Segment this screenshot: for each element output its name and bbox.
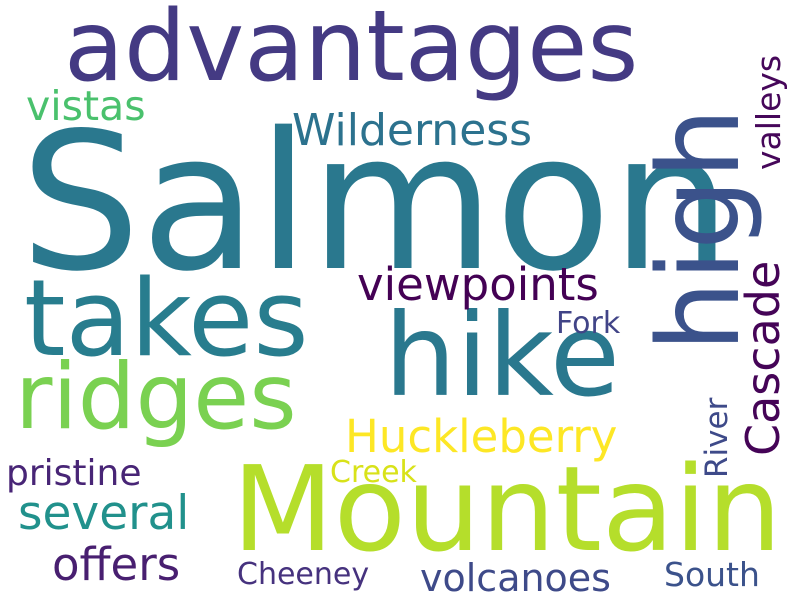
word-mountain: Mountain	[232, 440, 782, 578]
word-pristine: pristine	[6, 453, 142, 494]
word-south: South	[664, 555, 760, 594]
word-valleys: valleys	[749, 54, 788, 170]
word-cascade: Cascade	[736, 260, 790, 456]
word-takes: takes	[24, 257, 309, 380]
word-vistas: vistas	[26, 82, 146, 130]
word-offers: offers	[52, 538, 181, 591]
word-fork: Fork	[556, 306, 621, 341]
word-several: several	[18, 486, 190, 541]
word-wilderness: Wilderness	[292, 105, 533, 156]
word-advantages: advantages	[64, 0, 639, 104]
word-hike: hike	[384, 289, 621, 422]
word-volcanoes: volcanoes	[420, 556, 611, 600]
word-salmon: Salmon	[20, 92, 732, 313]
word-viewpoints: viewpoints	[357, 258, 599, 311]
word-huckleberry: Huckleberry	[345, 410, 618, 463]
word-cheeney: Cheeney	[237, 557, 370, 592]
word-river: River	[699, 397, 735, 478]
word-creek: Creek	[330, 455, 417, 490]
word-ridges: ridges	[15, 345, 297, 450]
